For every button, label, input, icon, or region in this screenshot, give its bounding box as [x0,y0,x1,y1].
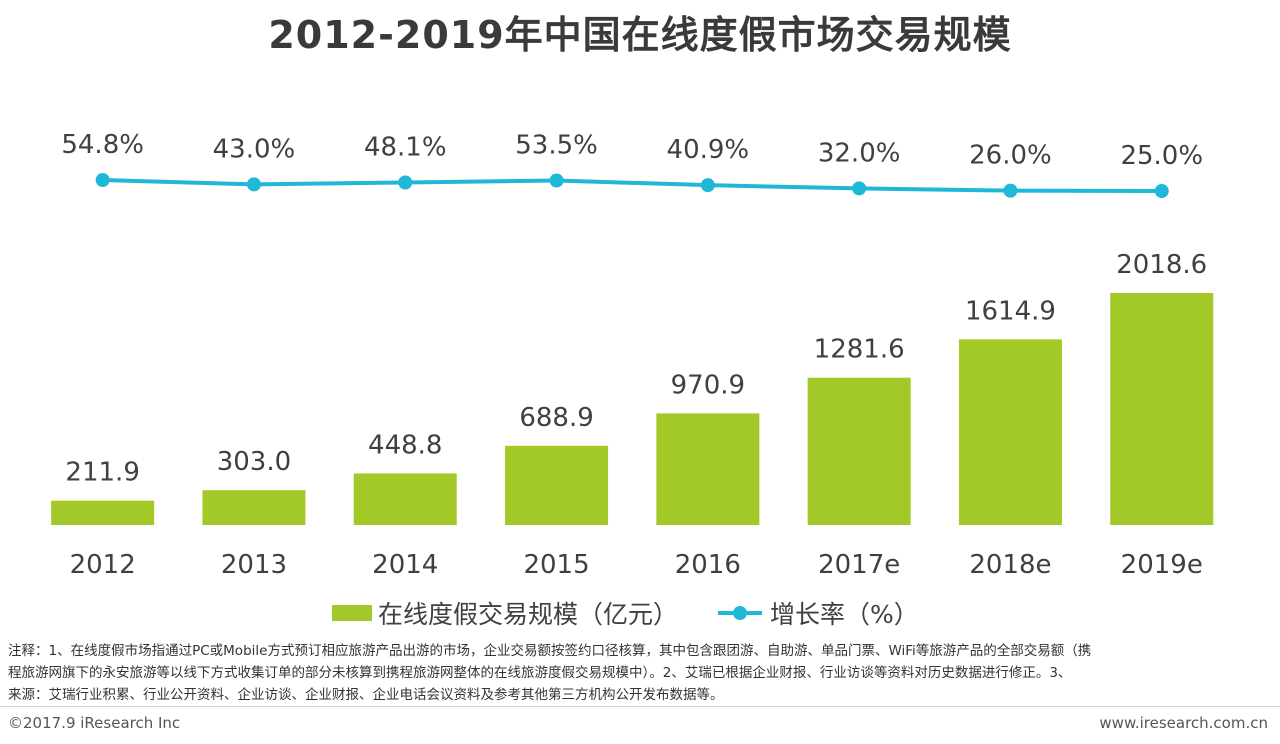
footer-divider [0,706,1280,707]
growth-label-2017e: 32.0% [818,138,901,168]
category-label-2019e: 2019e [1121,550,1203,580]
bar-2017e [807,377,911,525]
category-label-2018e: 2018e [969,550,1051,580]
bar-2012 [51,500,155,525]
legend-bar-label: 在线度假交易规模（亿元） [378,600,679,629]
growth-point-2016 [700,178,715,193]
bar-2015 [505,445,609,525]
bar-2019e [1110,293,1214,525]
bar-value-label-2019e: 2018.6 [1116,250,1207,280]
legend: 在线度假交易规模（亿元） 增长率（%） [0,596,1280,630]
bar-value-label-2017e: 1281.6 [814,335,905,365]
legend-line-swatch [718,605,762,621]
source-line: 来源：艾瑞行业积累、行业公开资料、企业访谈、企业财报、企业电话会议资料及参考其他… [8,687,724,703]
growth-label-2014: 48.1% [364,132,447,162]
growth-point-2019e [1154,184,1169,198]
note-line-2: 程旅游网旗下的永安旅游等以线下方式收集订单的部分未核算到携程旅游网整体的在线旅游… [8,665,1072,681]
growth-rate-line [102,178,1162,193]
growth-point-2014 [398,175,413,190]
bar-value-label-2014: 448.8 [368,430,442,460]
legend-bar-swatch [332,605,372,621]
growth-label-2015: 53.5% [515,131,598,161]
bar-2014 [353,473,457,525]
growth-point-2017e [852,181,867,196]
bar-value-label-2012: 211.9 [65,458,139,488]
growth-point-2013 [246,177,261,192]
growth-label-2013: 43.0% [213,134,296,164]
category-label-2017e: 2017e [818,550,900,580]
category-label-2016: 2016 [675,550,741,580]
notes: 注释：1、在线度假市场指通过PC或Mobile方式预订相应旅游产品出游的市场，企… [8,640,1270,706]
growth-label-2016: 40.9% [667,135,750,165]
category-label-2015: 2015 [523,550,589,580]
legend-line-label: 增长率（%） [770,600,919,629]
copyright: ©2017.9 iResearch Inc [8,714,181,732]
growth-point-2015 [549,173,564,188]
category-label-2012: 2012 [70,550,136,580]
note-line-1: 注释：1、在线度假市场指通过PC或Mobile方式预订相应旅游产品出游的市场，企… [8,643,1092,659]
bar-value-label-2015: 688.9 [519,403,593,433]
bar-2013 [202,490,306,525]
bar-2016 [656,413,760,525]
category-label-2013: 2013 [221,550,287,580]
chart-title: 2012-2019年中国在线度假市场交易规模 [268,13,1012,57]
growth-label-2018e: 26.0% [969,141,1052,171]
category-label-2014: 2014 [372,550,438,580]
bar-2018e [958,339,1062,525]
growth-label-2012: 54.8% [61,130,144,160]
bar-value-label-2018e: 1614.9 [965,296,1056,326]
bar-value-label-2013: 303.0 [217,447,291,477]
bar-value-label-2016: 970.9 [671,370,745,400]
legend-item-bar: 在线度假交易规模（亿元） [332,596,678,630]
legend-item-line: 增长率（%） [718,596,919,630]
website-url: www.iresearch.com.cn [1099,714,1268,732]
growth-point-2018e [1003,183,1018,198]
growth-label-2019e: 25.0% [1120,141,1203,171]
growth-point-2012 [95,173,110,188]
chart-area: 211.9 2012 303.0 2013 448.8 2014 688.9 2015 970.… [51,130,1214,580]
